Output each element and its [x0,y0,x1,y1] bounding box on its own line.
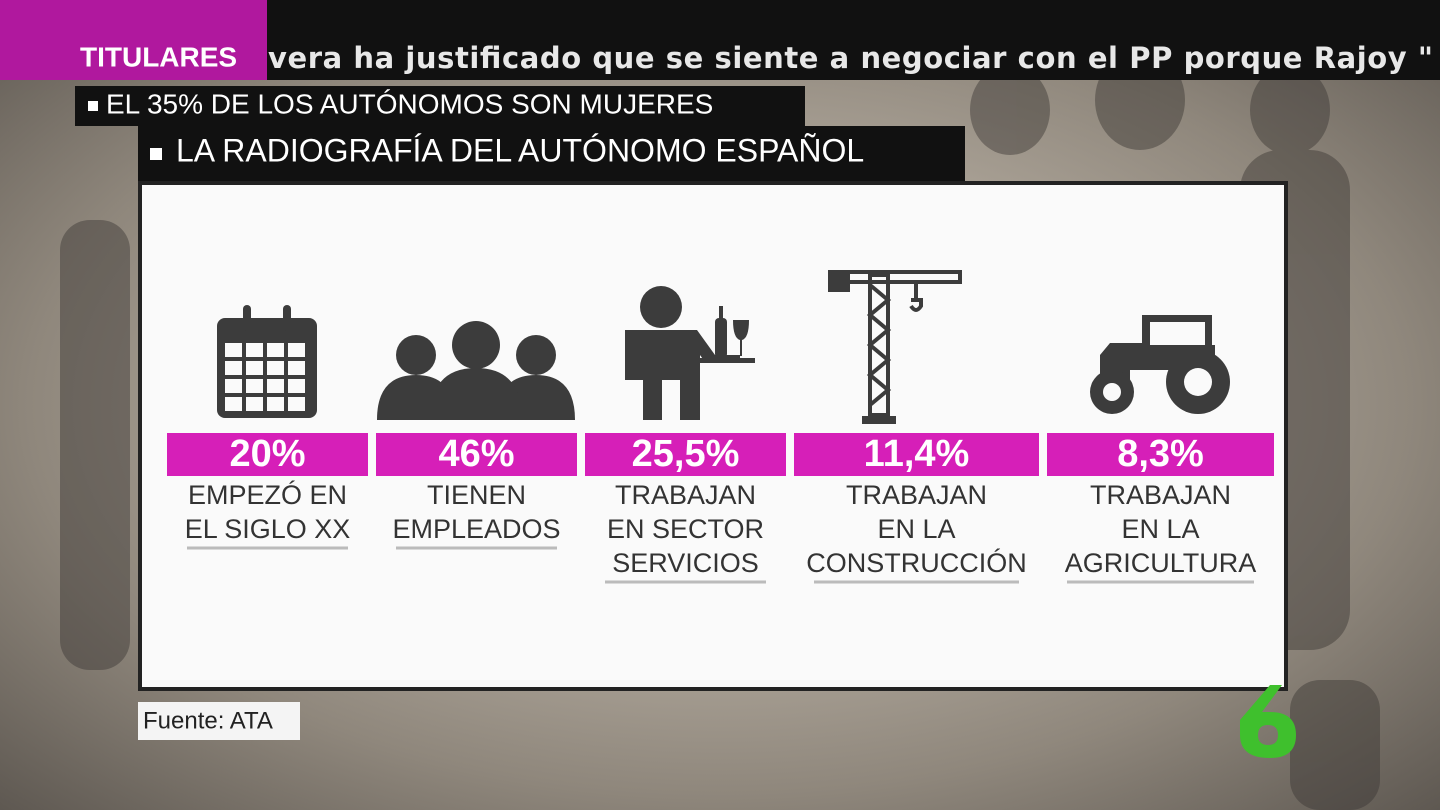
value-label: 8,3% [1117,433,1204,475]
description-line: EMPEZÓ EN [188,479,347,510]
description-line: TRABAJAN [846,480,987,510]
bullet [88,101,98,111]
value-bar [167,433,368,476]
headline-box [75,86,805,126]
description-line: EN LA [877,514,955,544]
description-line: EMPLEADOS [392,514,560,544]
description-line: EL SIGLO XX [185,514,351,544]
crane-icon [828,270,962,424]
headline: LA RADIOGRAFÍA DEL AUTÓNOMO ESPAÑOL [176,132,864,168]
ticker-label: TITULARES [80,41,237,72]
channel-logo [1240,685,1296,758]
headline: EL 35% DE LOS AUTÓNOMOS SON MUJERES [106,88,713,119]
description-line: EN SECTOR [607,514,764,544]
description-line: EN LA [1121,514,1199,544]
source-box [138,702,300,740]
value-label: 25,5% [632,433,740,475]
value-bar [376,433,577,476]
description-line: TRABAJAN [1090,480,1231,510]
value-label: 11,4% [864,433,970,475]
description-line: SERVICIOS [612,548,759,578]
value-bar [794,433,1039,476]
value-label: 20% [229,433,305,475]
ticker-label-box [0,0,267,80]
waiter-icon [625,286,755,420]
headline-box [138,126,965,181]
ticker-text: vera ha justificado que se siente a nego… [268,41,1433,75]
description-line: CONSTRUCCIÓN [806,547,1027,578]
description-line: TIENEN [427,480,526,510]
bullet [150,148,162,160]
description-line: TRABAJAN [615,480,756,510]
value-bar [585,433,786,476]
tractor-icon [1090,315,1230,414]
description-line: AGRICULTURA [1065,548,1257,578]
calendar-icon [217,305,317,418]
value-label: 46% [438,433,514,475]
value-bar [1047,433,1274,476]
people-icon [377,321,575,420]
source: Fuente: ATA [143,707,273,734]
